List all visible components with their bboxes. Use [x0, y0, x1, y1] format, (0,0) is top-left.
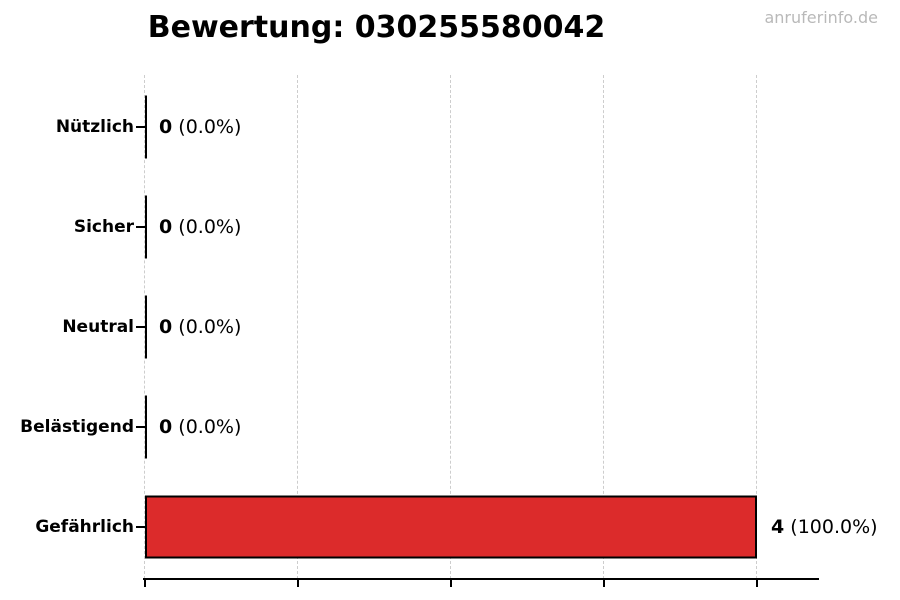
gridline [603, 75, 604, 579]
chart-title: Bewertung: 030255580042 [147, 10, 606, 45]
value-percent: (0.0%) [178, 316, 242, 338]
bar-4 [145, 395, 147, 459]
category-label-1: Nützlich [55, 117, 134, 137]
value-label-5: 4 (100.0%) [771, 516, 878, 538]
gridline [450, 75, 451, 579]
value-label-3: 0 (0.0%) [159, 316, 241, 338]
y-axis-tick [136, 326, 145, 328]
value-count: 0 [159, 316, 173, 338]
x-axis-line [143, 578, 819, 580]
value-percent: (0.0%) [178, 416, 242, 438]
value-percent: (0.0%) [178, 216, 242, 238]
category-label-3: Neutral [62, 317, 134, 337]
category-label-2: Sicher [73, 217, 134, 237]
x-axis-tick [297, 580, 299, 587]
x-axis-tick [756, 580, 758, 587]
value-count: 4 [771, 516, 785, 538]
value-percent: (100.0%) [790, 516, 878, 538]
x-axis-tick [603, 580, 605, 587]
value-percent: (0.0%) [178, 116, 242, 138]
value-label-4: 0 (0.0%) [159, 416, 241, 438]
y-axis-tick [136, 426, 145, 428]
value-count: 0 [159, 216, 173, 238]
category-label-5: Gefährlich [35, 517, 134, 537]
value-label-2: 0 (0.0%) [159, 216, 241, 238]
value-label-1: 0 (0.0%) [159, 116, 241, 138]
bar-3 [145, 295, 147, 359]
watermark-anruferinfo: anruferinfo.de [764, 8, 878, 27]
y-axis-tick [136, 526, 145, 528]
y-axis-tick [136, 226, 145, 228]
gridline [297, 75, 298, 579]
value-count: 0 [159, 116, 173, 138]
bar-2 [145, 195, 147, 259]
x-axis-tick [144, 580, 146, 587]
y-axis-tick [136, 126, 145, 128]
value-count: 0 [159, 416, 173, 438]
gridline [756, 75, 757, 579]
x-axis-tick [450, 580, 452, 587]
bar-5 [145, 495, 757, 559]
category-label-4: Belästigend [20, 417, 134, 437]
bar-1 [145, 95, 147, 159]
